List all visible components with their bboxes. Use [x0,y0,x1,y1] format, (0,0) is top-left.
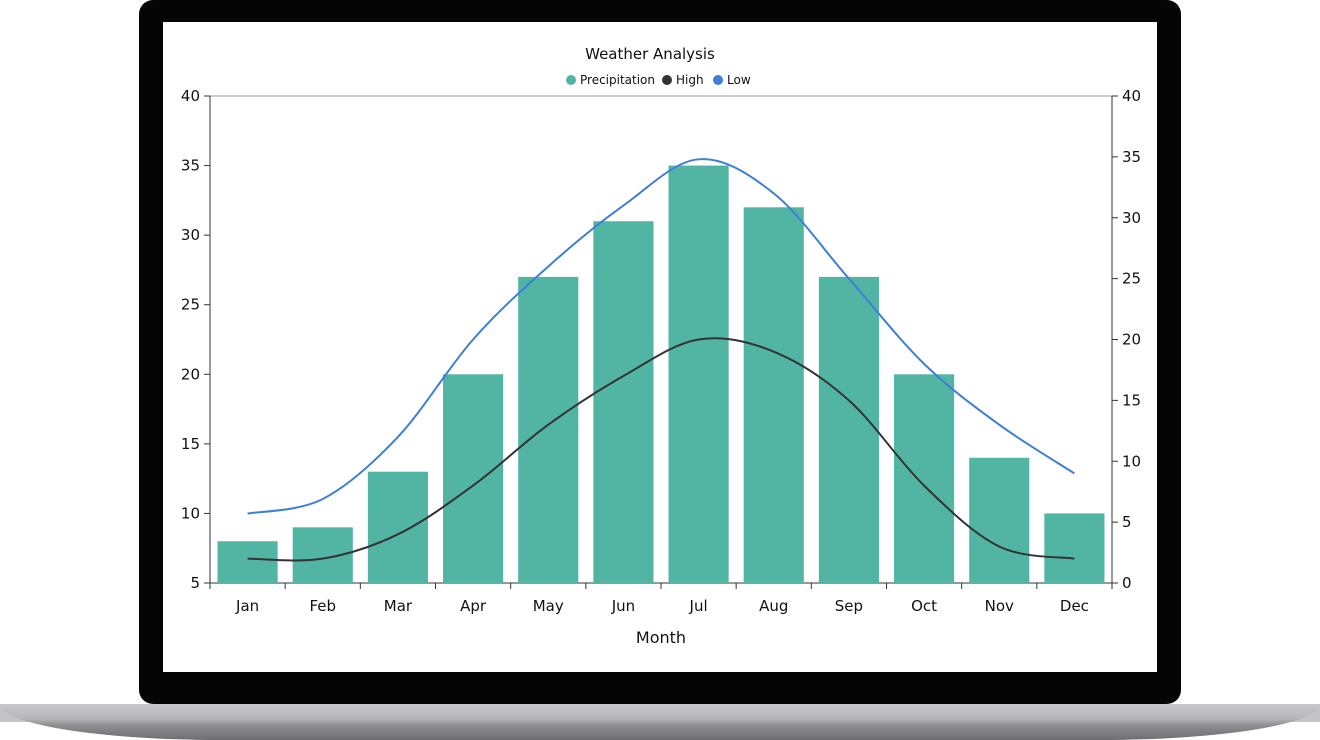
y-right-tick-label: 40 [1122,87,1141,105]
x-tick-label: Apr [460,597,487,615]
chart-axes: 5 10 15 20 25 30 35 40 0 5 10 15 20 25 30 35 40 Jan Feb Mar… [181,87,1141,615]
x-tick-label: Oct [911,597,937,615]
y-right-tick-label: 30 [1122,209,1141,227]
legend-marker-low [713,75,723,85]
x-tick-label: Jun [611,597,635,615]
y-left-tick-label: 15 [181,435,200,453]
high-line [247,337,1075,562]
x-tick-label: Dec [1060,597,1089,615]
y-right-tick-label: 10 [1122,452,1141,470]
y-right-tick-label: 15 [1122,391,1141,409]
x-tick-label: Sep [835,597,863,615]
y-right-tick-label: 5 [1122,513,1132,531]
legend-label-high: High [676,73,704,87]
x-tick-label: Jan [235,597,259,615]
legend-marker-precipitation [566,75,576,85]
legend-label-low: Low [727,73,751,87]
precipitation-bar [367,471,428,583]
chart-legend: Precipitation High Low [566,73,751,87]
y-right-tick-label: 20 [1122,331,1141,349]
precipitation-bar [894,374,955,583]
precipitation-bar [1044,513,1105,583]
x-tick-label: Jul [689,597,708,615]
precipitation-bar [443,374,504,583]
y-left-tick-label: 20 [181,365,200,383]
x-tick-label: Nov [985,597,1014,615]
y-left-tick-label: 40 [181,87,200,105]
x-tick-label: Mar [384,597,413,615]
x-tick-label: Aug [759,597,788,615]
precipitation-bar [518,276,579,583]
precipitation-bar [818,276,879,583]
y-right-tick-label: 35 [1122,148,1141,166]
laptop-base [0,704,1320,740]
y-left-tick-label: 35 [181,157,200,175]
legend-label-precipitation: Precipitation [580,73,655,87]
chart-title: Weather Analysis [585,45,715,63]
precipitation-bars [217,165,1105,584]
x-tick-label: May [533,597,564,615]
y-left-tick-label: 10 [181,504,200,522]
legend-marker-high [662,75,672,85]
y-left-tick-label: 30 [181,226,200,244]
precipitation-bar [217,541,278,583]
x-axis-title: Month [636,628,686,647]
temperature-lines [247,158,1075,562]
precipitation-bar [668,165,729,584]
precipitation-bar [743,207,804,584]
y-left-tick-label: 5 [190,574,200,592]
x-tick-label: Feb [309,597,336,615]
precipitation-bar [593,221,654,583]
y-left-tick-label: 25 [181,296,200,314]
y-right-tick-label: 25 [1122,270,1141,288]
low-line [247,158,1075,515]
y-right-tick-label: 0 [1122,574,1132,592]
precipitation-bar [969,457,1030,583]
